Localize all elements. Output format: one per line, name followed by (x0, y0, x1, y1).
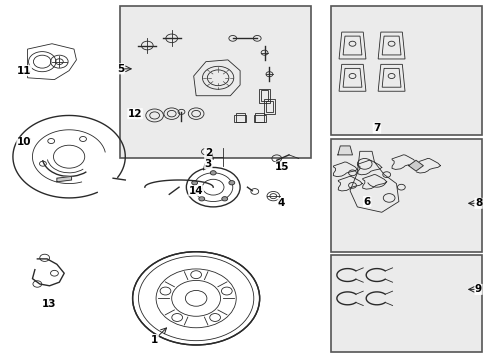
Bar (121, 6, 311, 158)
Text: 1: 1 (151, 334, 158, 345)
Circle shape (199, 197, 205, 201)
Text: 9: 9 (475, 284, 482, 294)
Bar (236, 113, 245, 122)
Polygon shape (57, 176, 72, 182)
Text: 15: 15 (274, 162, 289, 172)
Bar (331, 255, 482, 352)
Bar (234, 115, 246, 122)
Text: 7: 7 (373, 123, 381, 133)
Text: 3: 3 (205, 159, 212, 169)
Circle shape (222, 197, 228, 201)
Bar (266, 101, 273, 112)
Bar (331, 6, 482, 135)
Text: 8: 8 (475, 198, 482, 208)
Circle shape (192, 181, 197, 185)
Bar (255, 113, 264, 122)
Circle shape (229, 181, 235, 185)
Bar (331, 139, 482, 252)
Polygon shape (338, 146, 352, 155)
Text: 14: 14 (189, 186, 203, 196)
Text: 10: 10 (17, 138, 31, 147)
Text: 12: 12 (128, 109, 142, 119)
Text: 5: 5 (117, 64, 124, 74)
Polygon shape (409, 160, 423, 171)
Text: 4: 4 (278, 198, 285, 208)
Text: 13: 13 (42, 299, 57, 309)
Bar (259, 89, 270, 103)
Text: 2: 2 (205, 148, 212, 158)
Bar (264, 99, 275, 114)
Bar (261, 90, 269, 101)
Circle shape (210, 171, 216, 175)
Text: 6: 6 (364, 197, 371, 207)
Bar (254, 115, 266, 122)
Text: 11: 11 (17, 66, 31, 76)
